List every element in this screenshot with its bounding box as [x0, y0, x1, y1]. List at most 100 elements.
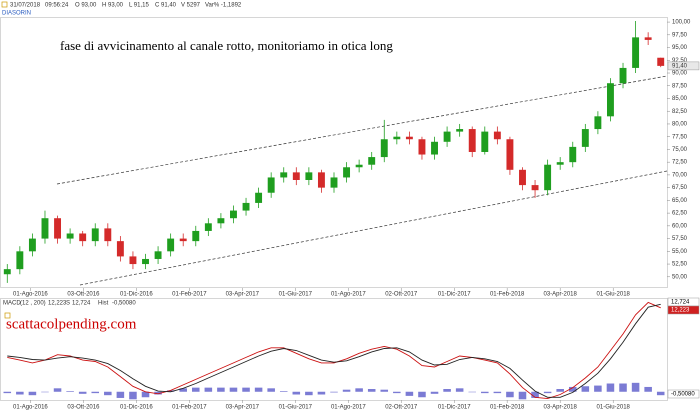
candle-body — [644, 37, 652, 40]
candle-body — [330, 177, 338, 188]
header-high: H 93,00 — [102, 3, 124, 9]
candle-body — [506, 139, 514, 170]
candle-body — [368, 157, 376, 165]
y-tick-label: 87,50 — [672, 83, 688, 89]
y-tick-label: 75,00 — [672, 147, 688, 153]
histogram-bar — [179, 388, 187, 392]
price-panel — [0, 17, 668, 288]
x-tick-label: 01-Giu-2017 — [279, 405, 313, 411]
histogram-bar — [53, 388, 62, 392]
candle-body — [305, 172, 313, 180]
histogram-bar — [342, 389, 351, 392]
candle-body — [54, 218, 62, 239]
x-tick-label: 01-Giu-2017 — [279, 292, 313, 298]
candle-body — [230, 210, 237, 219]
candle-body — [393, 136, 401, 140]
histogram-bar — [292, 391, 301, 395]
header-close: C 91,40 — [155, 3, 177, 9]
header-change: Var% -1,1892 — [205, 3, 242, 9]
x-tick-label: 03-Ott-2016 — [67, 292, 100, 298]
candle-body — [129, 256, 137, 265]
histogram-bar — [305, 391, 313, 396]
histogram-bar — [217, 387, 225, 392]
histogram-bar — [279, 391, 288, 392]
histogram-bar — [430, 391, 439, 394]
histogram-bar — [619, 383, 627, 392]
y-tick-label: 80,00 — [672, 122, 688, 128]
y-tick-label: 77,50 — [672, 134, 688, 140]
x-tick-label: 01-Ago-2016 — [13, 405, 48, 411]
candle-body — [619, 67, 627, 84]
candle-body — [569, 146, 577, 163]
histogram-bar — [443, 389, 451, 392]
candle-body — [3, 269, 11, 275]
annotation: fase di avvicinamento al canale rotto, m… — [60, 38, 393, 53]
histogram-bar — [518, 391, 527, 400]
candle-body — [142, 258, 149, 265]
histogram-bar — [380, 389, 389, 392]
value-box-label: 12,223 — [671, 308, 690, 314]
histogram-bar — [154, 391, 162, 395]
histogram-bar — [493, 391, 502, 394]
y-tick-label: 82,50 — [672, 109, 688, 115]
header-icon — [1, 1, 8, 8]
macd-params: (12 , 200) — [20, 301, 46, 307]
histogram-bar — [330, 391, 338, 393]
candle-body — [493, 131, 501, 140]
candle-body — [556, 162, 564, 165]
value-box-label: 12,724 — [671, 300, 690, 306]
candle-body — [192, 230, 200, 242]
candle-body — [519, 169, 526, 186]
histogram-bar — [644, 386, 652, 392]
y-tick-label: 60,00 — [672, 223, 688, 229]
histogram-bar — [192, 387, 200, 392]
y-tick-label: 57,50 — [672, 236, 688, 242]
histogram-bar — [355, 388, 363, 392]
histogram-bar — [116, 391, 125, 398]
x-tick-label: 03-Apr-2018 — [544, 292, 578, 298]
y-tick-label: 67,50 — [672, 185, 688, 191]
header-time: 09:56:24 — [45, 3, 69, 9]
candle-body — [104, 228, 112, 242]
candle-body — [456, 129, 464, 132]
candle-body — [204, 223, 212, 231]
x-tick-label: 03-Apr-2017 — [226, 292, 260, 298]
macd-line — [7, 303, 661, 398]
y-tick-label: 62,50 — [672, 211, 688, 217]
candle-body — [280, 172, 288, 178]
histogram-bar — [41, 391, 49, 393]
candle-body — [28, 238, 36, 252]
candle-body — [292, 172, 300, 180]
histogram-bar — [581, 386, 590, 392]
histogram-bar — [16, 391, 24, 395]
watermark: scattacolpending.com — [6, 316, 137, 332]
candle-body — [606, 83, 614, 117]
y-tick-label: 100,00 — [672, 20, 691, 26]
candle-body — [431, 141, 438, 155]
candle-body — [154, 251, 162, 259]
candle-body — [16, 251, 24, 270]
histogram-bar — [129, 391, 137, 400]
header-low: L 91,15 — [129, 3, 149, 9]
histogram-bar — [393, 391, 401, 394]
histogram-bar — [78, 391, 87, 394]
candle-body — [657, 57, 665, 66]
y-tick-label: 92,50 — [672, 58, 688, 64]
histogram-bar — [594, 385, 602, 392]
candle-body — [317, 172, 325, 188]
histogram-bar — [104, 391, 112, 396]
y-tick-label: 72,50 — [672, 160, 688, 166]
candle-body — [217, 218, 225, 224]
candle-body — [167, 238, 175, 252]
macd-title: MACD — [3, 301, 21, 307]
histogram-bar — [204, 387, 213, 392]
histogram-bar — [66, 391, 74, 392]
y-tick-label: 95,00 — [672, 45, 688, 51]
value-box — [667, 305, 700, 315]
histogram-bar — [481, 391, 489, 394]
histogram-bar — [506, 391, 514, 398]
candle-body — [116, 241, 124, 257]
candle-body — [267, 177, 275, 193]
histogram-bar — [317, 391, 326, 395]
histogram-bar — [468, 391, 476, 393]
